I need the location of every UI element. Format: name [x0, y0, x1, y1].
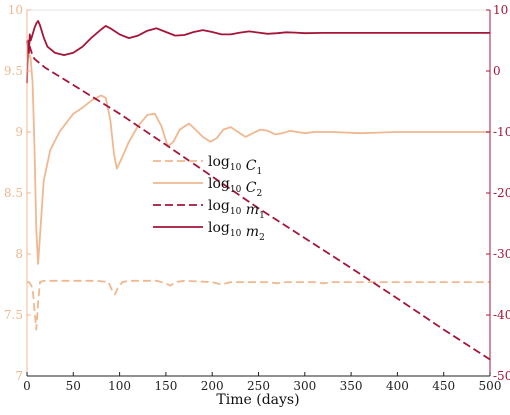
left-tick-label: 9.5	[4, 64, 23, 78]
legend-label: log10 m2	[208, 220, 265, 243]
x-tick-label: 500	[479, 379, 502, 393]
right-y-axis: -50 -40 -30 -20 -10 0 10	[486, 3, 510, 383]
x-tick-label: 200	[201, 379, 224, 393]
x-axis-label: Time (days)	[216, 392, 299, 408]
legend-label: log10 C2	[208, 176, 262, 199]
x-tick-label: 150	[154, 379, 177, 393]
series-line-4	[26, 20, 490, 84]
left-tick-label: 8	[15, 247, 23, 261]
x-tick-label: 300	[293, 379, 316, 393]
right-tick-label: -40	[493, 308, 510, 322]
left-tick-label: 10	[8, 3, 23, 17]
x-tick-label: 0	[23, 379, 31, 393]
x-tick-label: 250	[247, 379, 270, 393]
right-tick-label: -20	[493, 186, 510, 200]
right-tick-label: -30	[493, 247, 510, 261]
right-tick-label: 10	[493, 3, 508, 17]
left-tick-label: 9	[15, 125, 23, 139]
x-tick-label: 400	[386, 379, 409, 393]
left-tick-label: 8.5	[4, 186, 23, 200]
x-tick-label: 50	[66, 379, 81, 393]
legend-label: log10 C1	[208, 154, 262, 177]
series-line-1	[27, 279, 490, 331]
right-tick-label: -50	[493, 369, 510, 383]
series-line-3	[26, 40, 491, 361]
left-tick-label: 7.5	[4, 308, 23, 322]
x-tick-label: 100	[108, 379, 131, 393]
x-tick-label: 350	[340, 379, 363, 393]
x-axis: 0 50 100 150 200 250 300 350 400 450 500	[23, 372, 501, 393]
series-layer	[26, 20, 491, 361]
left-y-axis: 7 7.5 8 8.5 9 9.5 10	[4, 3, 31, 383]
x-tick-label: 450	[432, 379, 455, 393]
left-tick-label: 7	[15, 369, 23, 383]
right-tick-label: -10	[493, 125, 510, 139]
right-tick-label: 0	[493, 64, 501, 78]
legend-label: log10 m1	[208, 198, 265, 221]
